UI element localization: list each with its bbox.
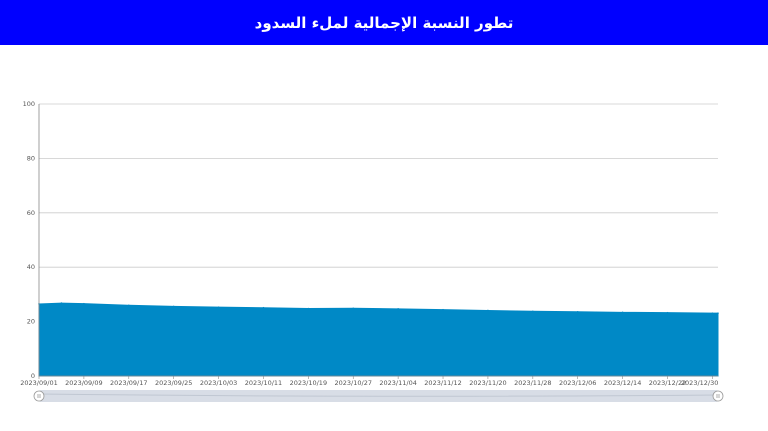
range-navigator[interactable] [33, 390, 724, 402]
y-axis: 0 20 40 60 80 100 [23, 100, 40, 380]
x-tick-label: 2023/11/20 [469, 379, 506, 387]
data-point [666, 311, 669, 314]
x-tick-label: 2023/10/19 [290, 379, 327, 387]
data-point [217, 306, 220, 308]
data-point [352, 307, 355, 310]
data-point [60, 302, 63, 304]
x-axis: 2023/09/01 2023/09/09 2023/09/17 2023/09/25… [20, 375, 718, 387]
x-tick-label: 2023/11/04 [379, 379, 416, 387]
y-tick-label: 20 [27, 318, 35, 326]
data-point [442, 308, 444, 311]
data-point [262, 306, 265, 309]
data-point [397, 308, 399, 310]
x-tick-label: 2023/10/11 [245, 379, 282, 387]
x-tick-label: 2023/12/14 [604, 379, 641, 387]
x-tick-label: 2023/09/01 [20, 379, 57, 387]
x-tick-label: 2023/09/09 [65, 379, 102, 387]
navigator-handle-left[interactable] [33, 390, 45, 402]
data-point [127, 304, 130, 307]
x-tick-label: 2023/12/30 [681, 379, 718, 387]
y-tick-label: 100 [23, 100, 35, 108]
data-point [487, 309, 489, 312]
y-tick-label: 0 [31, 372, 35, 380]
x-tick-label: 2023/09/25 [155, 379, 192, 387]
x-tick-label: 2023/10/27 [335, 379, 372, 387]
data-point [717, 312, 719, 314]
x-tick-label: 2023/11/28 [514, 379, 551, 387]
y-tick-label: 60 [27, 209, 35, 217]
x-tick-label: 2023/11/12 [424, 379, 461, 387]
y-tick-label: 80 [27, 154, 35, 162]
x-tick-label: 2023/10/03 [200, 379, 237, 387]
data-point [307, 307, 310, 310]
x-tick-label: 2023/09/17 [110, 379, 147, 387]
data-point [83, 302, 85, 305]
data-point [711, 312, 714, 314]
navigator-handle-right[interactable] [712, 390, 724, 402]
area-series [38, 302, 719, 377]
data-point [621, 311, 624, 314]
x-tick-label: 2023/12/06 [559, 379, 596, 387]
x-tick-label: 2023/12/22 [649, 379, 686, 387]
navigator-series [38, 393, 719, 397]
data-point [172, 305, 175, 308]
chart-title: تطور النسبة الإجمالية لملء السدود [254, 13, 514, 32]
data-point [532, 310, 534, 313]
data-point [576, 311, 579, 313]
chart-header: تطور النسبة الإجمالية لملء السدود [0, 0, 768, 45]
area-fill [38, 302, 719, 377]
y-tick-label: 40 [27, 263, 35, 271]
